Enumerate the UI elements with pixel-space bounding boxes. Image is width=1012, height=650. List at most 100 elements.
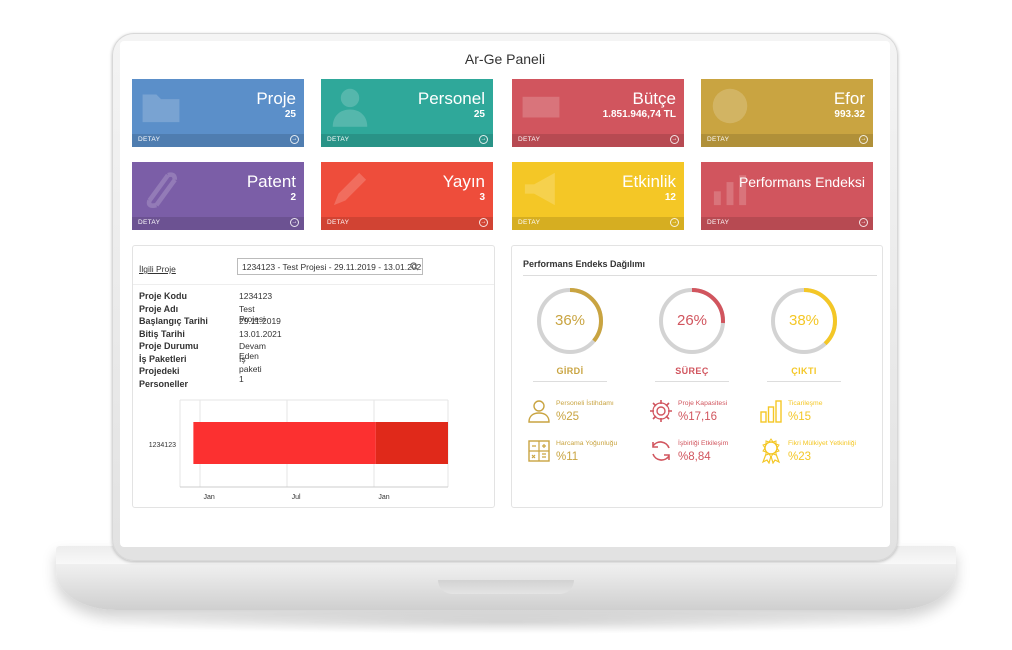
stat-value: %11 xyxy=(556,451,579,463)
tile-footer[interactable]: DETAY → xyxy=(321,134,493,147)
stat-harcama-yogunlugu[interactable]: Harcama Yoğunluğu %11 xyxy=(526,438,646,472)
award-icon xyxy=(761,438,781,464)
info-key: İş Paketleri xyxy=(139,353,187,364)
tile-title: Proje xyxy=(256,89,296,108)
tile-footer[interactable]: DETAY → xyxy=(701,217,873,230)
stat-value: %8,84 xyxy=(678,451,711,463)
stat-proje-kapasitesi[interactable]: Proje Kapasitesi %17,16 xyxy=(648,398,768,432)
tile-title: Etkinlik xyxy=(622,172,676,191)
donut-chart xyxy=(771,288,837,354)
laptop-shadow xyxy=(80,610,932,634)
donut-label: ÇIKTI xyxy=(791,366,817,376)
info-value: Devam Eden xyxy=(239,341,266,361)
tile-etkinlik[interactable]: Etkinlik 12 DETAY → xyxy=(512,162,684,230)
tile-butce[interactable]: Bütçe 1.851.946,74 TL DETAY → xyxy=(512,79,684,147)
tile-footer-label: DETAY xyxy=(138,219,161,226)
arrow-right-icon: → xyxy=(290,135,299,144)
page-title: Ar-Ge Paneli xyxy=(464,51,546,67)
tile-value: 993.32 xyxy=(834,109,865,120)
donut-cikti[interactable]: 38% ÇIKTI xyxy=(754,286,854,382)
tile-efor[interactable]: Efor 993.32 DETAY → xyxy=(701,79,873,147)
arrow-right-icon: → xyxy=(479,135,488,144)
donut-label: SÜREÇ xyxy=(675,366,709,376)
tile-performans-endeksi[interactable]: Performans Endeksi DETAY → xyxy=(701,162,873,230)
donut-arc xyxy=(659,288,725,354)
stat-ticarilesme[interactable]: Ticarileşme %15 xyxy=(758,398,878,432)
screen: Ar-Ge Paneli Proje 25 DETAY → Personel 25… xyxy=(120,41,890,547)
performance-panel: Performans Endeks Dağılımı 36% GİRDİ 26%… xyxy=(511,245,883,508)
tile-yayin[interactable]: Yayın 3 DETAY → xyxy=(321,162,493,230)
info-key: Proje Adı xyxy=(139,303,179,314)
arrow-right-icon: → xyxy=(670,135,679,144)
stat-fikri-mulkiyet-yetkinligi[interactable]: Fikri Mülkiyet Yetkinliği %23 xyxy=(758,438,878,472)
clock-icon xyxy=(712,88,748,124)
tile-title: Personel xyxy=(417,89,485,108)
stat-label: İşbirliği Etkileşim xyxy=(678,440,729,447)
megaphone-icon xyxy=(524,172,555,206)
stat-personel-istihdami[interactable]: Personeli İstihdamı %25 xyxy=(526,398,646,432)
project-timeline-chart: 1234123 Jan Jul Jan xyxy=(149,399,449,501)
x-tick-label: Jan xyxy=(203,494,214,501)
tile-footer-label: DETAY xyxy=(327,136,350,143)
stat-value: %23 xyxy=(788,451,812,463)
arrow-right-icon: → xyxy=(859,135,868,144)
arrow-right-icon: → xyxy=(290,218,299,227)
stat-label: Harcama Yoğunluğu xyxy=(556,440,618,447)
tile-value: 25 xyxy=(284,109,296,120)
donut-chart xyxy=(659,288,725,354)
tile-footer[interactable]: DETAY → xyxy=(132,134,304,147)
tile-title: Yayın xyxy=(442,172,485,191)
tile-personel[interactable]: Personel 25 DETAY → xyxy=(321,79,493,147)
tile-footer-label: DETAY xyxy=(707,136,730,143)
donut-label: GİRDİ xyxy=(556,366,584,376)
arrow-right-icon: → xyxy=(670,218,679,227)
donut-surec[interactable]: 26% SÜREÇ xyxy=(642,286,742,382)
donut-percent: 38% xyxy=(788,312,820,329)
donut-arc xyxy=(537,288,603,354)
tile-footer-label: DETAY xyxy=(707,219,730,226)
info-key: Proje Kodu xyxy=(139,291,188,301)
tile-patent[interactable]: Patent 2 DETAY → xyxy=(132,162,304,230)
donut-percent: 26% xyxy=(676,312,708,329)
info-key: Başlangıç Tarihi xyxy=(139,316,208,326)
stat-isbirligi-etkilesim[interactable]: İşbirliği Etkileşim %8,84 xyxy=(648,438,768,472)
info-value: İş paketi 1 xyxy=(239,353,262,384)
stat-label: Personeli İstihdamı xyxy=(556,400,614,407)
calculator-icon xyxy=(528,440,550,462)
divider xyxy=(767,381,841,382)
arrow-right-icon: → xyxy=(479,218,488,227)
timeline-bar-segment[interactable] xyxy=(375,422,448,464)
tile-footer[interactable]: DETAY → xyxy=(132,217,304,230)
tile-title: Bütçe xyxy=(632,89,676,108)
stat-value: %15 xyxy=(788,411,812,423)
tile-footer[interactable]: DETAY → xyxy=(512,217,684,230)
x-tick-label: Jul xyxy=(292,494,301,501)
info-value: 29.11.2019 xyxy=(239,316,281,326)
project-select-label[interactable]: İlgili Proje xyxy=(139,264,176,274)
tile-proje[interactable]: Proje 25 DETAY → xyxy=(132,79,304,147)
donut-arc xyxy=(771,288,837,354)
stat-value: %17,16 xyxy=(678,411,718,423)
folder-icon xyxy=(142,94,180,123)
tile-footer-label: DETAY xyxy=(327,219,350,226)
info-key: Bitiş Tarihi xyxy=(139,328,185,339)
tile-footer[interactable]: DETAY → xyxy=(701,134,873,147)
tile-footer[interactable]: DETAY → xyxy=(512,134,684,147)
project-select-value: 1234123 - Test Projesi - 29.11.2019 - 13… xyxy=(242,262,423,272)
info-value: 1234123 xyxy=(239,291,273,301)
paperclip-icon xyxy=(146,172,178,208)
search-icon[interactable] xyxy=(410,262,419,271)
tile-footer[interactable]: DETAY → xyxy=(321,217,493,230)
tile-title: Efor xyxy=(833,89,865,108)
donut-chart xyxy=(537,288,603,354)
tile-value: 2 xyxy=(290,192,296,203)
donut-girdi[interactable]: 36% GİRDİ xyxy=(520,286,620,382)
divider xyxy=(533,381,607,382)
project-select[interactable]: 1234123 - Test Projesi - 29.11.2019 - 13… xyxy=(237,258,423,275)
pencil-icon xyxy=(333,172,367,206)
divider xyxy=(655,381,729,382)
info-key: Personeller xyxy=(139,378,189,389)
timeline-bar-segment[interactable] xyxy=(193,422,376,464)
tile-footer-label: DETAY xyxy=(518,136,541,143)
tile-title: Patent xyxy=(246,172,296,191)
